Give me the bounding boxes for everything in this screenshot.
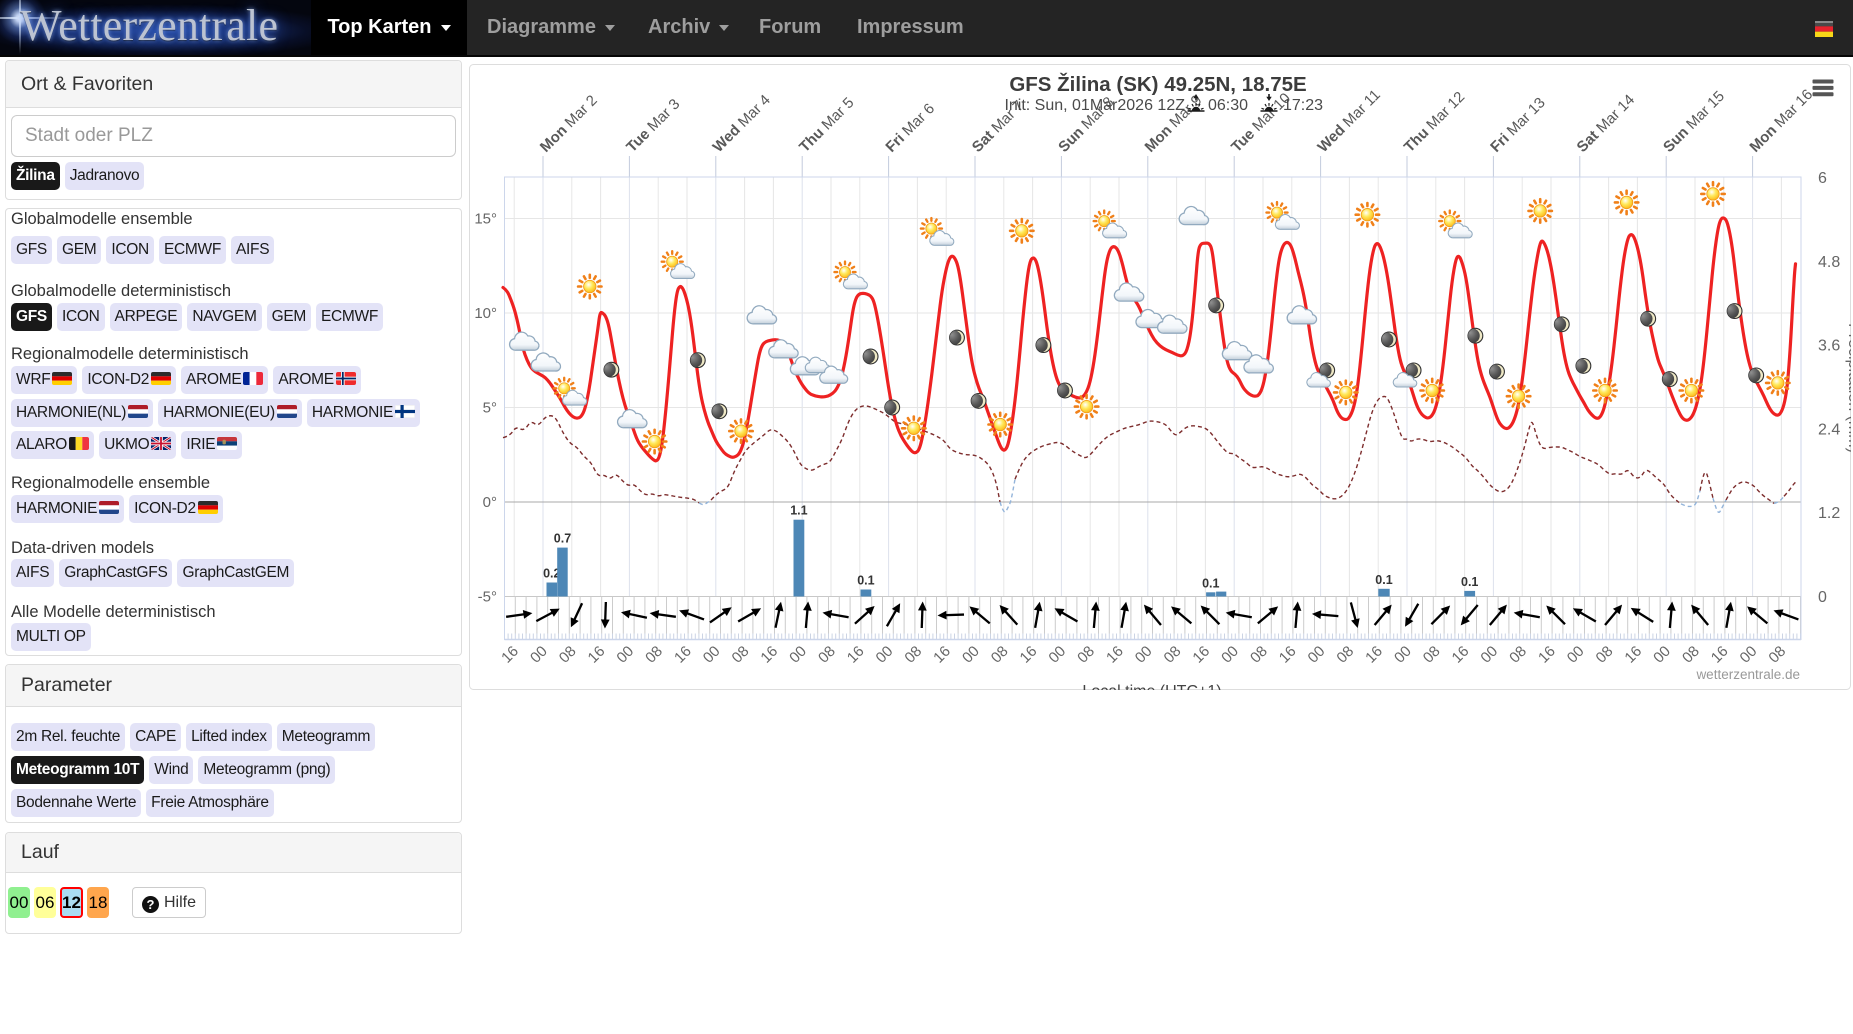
svg-text:0.2: 0.2 — [543, 567, 560, 581]
svg-text:0.1: 0.1 — [1461, 575, 1478, 589]
svg-text:6: 6 — [1818, 170, 1827, 187]
svg-text:0.1: 0.1 — [1375, 573, 1392, 587]
svg-text:2.4: 2.4 — [1818, 421, 1840, 438]
svg-text:1.2: 1.2 — [1818, 505, 1840, 522]
svg-text:Init: Sun, 01Mar2026 12Z: Init: Sun, 01Mar2026 12Z — [1004, 97, 1185, 114]
svg-text:0: 0 — [1818, 589, 1827, 606]
svg-text:10°: 10° — [474, 305, 497, 322]
svg-text:0.1: 0.1 — [1202, 576, 1219, 590]
svg-text:0°: 0° — [483, 494, 497, 511]
svg-text:0.7: 0.7 — [554, 532, 571, 546]
svg-text:0.1: 0.1 — [857, 574, 874, 588]
svg-text:Precipitation (mm): Precipitation (mm) — [1845, 323, 1851, 453]
svg-text:GFS Žilina (SK) 49.25N, 18.75E: GFS Žilina (SK) 49.25N, 18.75E — [1009, 72, 1306, 96]
svg-text:Local time (UTC+1): Local time (UTC+1) — [1082, 683, 1221, 690]
svg-text:06:30: 06:30 — [1208, 97, 1248, 114]
svg-text:1.1: 1.1 — [790, 504, 807, 518]
svg-text:4.8: 4.8 — [1818, 254, 1840, 271]
svg-text:3.6: 3.6 — [1818, 338, 1840, 355]
svg-text:17:23: 17:23 — [1283, 97, 1323, 114]
svg-text:15°: 15° — [474, 211, 497, 228]
svg-text:-5°: -5° — [478, 589, 497, 606]
svg-text:wetterzentrale.de: wetterzentrale.de — [1695, 667, 1800, 682]
svg-text:5°: 5° — [483, 400, 497, 417]
